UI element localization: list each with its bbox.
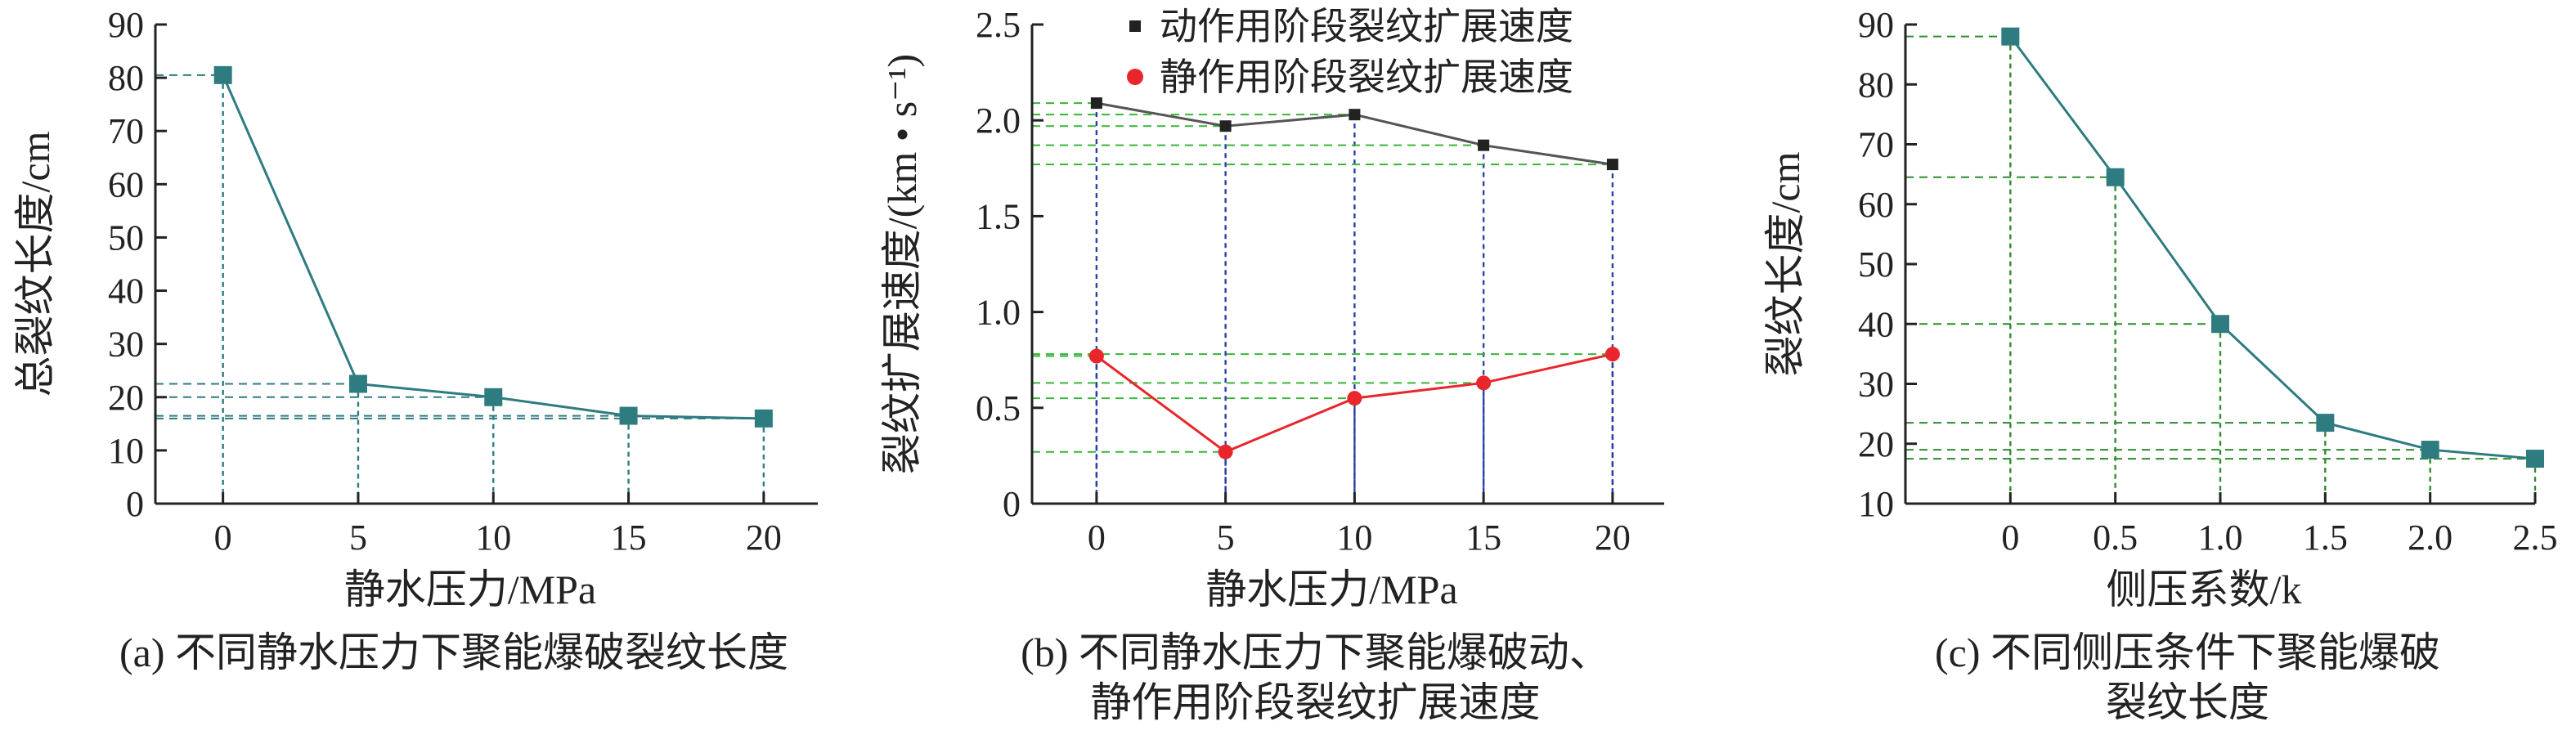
y-tick-label: 70 xyxy=(108,111,144,151)
x-tick-label: 2.5 xyxy=(2513,518,2558,558)
legend-marker xyxy=(1127,69,1143,85)
chart-panel-1: 0 10 20 30 40 50 60 70 80 90 0 5 10 15 20 静水压力/MPa 总裂纹长度… xyxy=(12,5,818,675)
y-tick-label: 50 xyxy=(108,217,144,258)
data-point xyxy=(754,409,773,428)
y-axis-label: 裂纹扩展速度/(km • s⁻¹) xyxy=(879,54,925,474)
caption-line-1: (c) 不同侧压条件下聚能爆破 xyxy=(1935,630,2440,675)
caption-line-2: 裂纹长度 xyxy=(2106,679,2269,725)
y-tick-label: 40 xyxy=(1858,304,1894,344)
y-tick-label: 20 xyxy=(108,378,144,418)
data-point xyxy=(1347,391,1362,406)
legend-marker xyxy=(1129,20,1141,32)
x-tick-label: 15 xyxy=(611,518,647,558)
data-point xyxy=(1219,120,1232,132)
y-tick-label: 10 xyxy=(108,431,144,471)
data-point xyxy=(1088,348,1104,364)
legend-label: 静作用阶段裂纹扩展速度 xyxy=(1160,56,1573,98)
chart-panel-3: 10 20 30 40 50 60 70 80 90 0 0.5 1.0 1.5 2.0 2.5 侧压系数/k… xyxy=(1762,5,2558,725)
y-tick-label: 2.0 xyxy=(976,101,1021,141)
x-tick-label: 0 xyxy=(2001,518,2019,558)
x-tick-label: 10 xyxy=(1336,518,1372,558)
data-point xyxy=(1090,97,1102,110)
y-tick-label: 80 xyxy=(108,58,144,98)
data-point xyxy=(1349,109,1361,121)
data-point xyxy=(2526,450,2544,468)
caption-line-1: (a) 不同静水压力下聚能爆破裂纹长度 xyxy=(119,630,788,675)
y-tick-label: 60 xyxy=(1858,185,1894,225)
x-tick-label: 5 xyxy=(349,518,367,558)
y-tick-label: 90 xyxy=(1858,5,1894,45)
x-tick-label: 20 xyxy=(746,518,782,558)
data-point xyxy=(1476,375,1492,391)
x-tick-label: 1.5 xyxy=(2303,518,2348,558)
x-axis-label: 静水压力/MPa xyxy=(1205,567,1457,612)
data-point xyxy=(1478,139,1490,151)
data-point xyxy=(619,406,638,425)
y-tick-label: 40 xyxy=(108,271,144,311)
data-point xyxy=(348,374,367,393)
x-tick-label: 0 xyxy=(1088,518,1106,558)
series-line-1 xyxy=(222,74,764,420)
y-tick-label: 50 xyxy=(1858,244,1894,285)
y-tick-label: 70 xyxy=(1858,125,1894,165)
y-axis-label: 裂纹长度/cm xyxy=(1762,151,1808,376)
y-tick-label: 90 xyxy=(108,5,144,45)
x-tick-label: 0.5 xyxy=(2093,518,2138,558)
data-point xyxy=(1606,159,1618,171)
x-axis-label: 静水压力/MPa xyxy=(344,567,596,612)
x-tick-label: 5 xyxy=(1217,518,1235,558)
caption-line-1: (b) 不同静水压力下聚能爆破动、 xyxy=(1021,630,1610,675)
x-tick-label: 15 xyxy=(1465,518,1501,558)
x-tick-label: 1.0 xyxy=(2198,518,2243,558)
y-tick-label: 30 xyxy=(1858,365,1894,405)
data-point xyxy=(2316,414,2335,432)
y-tick-label: 0 xyxy=(126,484,144,524)
y-tick-label: 60 xyxy=(108,164,144,204)
data-point xyxy=(1218,444,1233,459)
caption-line-2: 静作用阶段裂纹扩展速度 xyxy=(1091,679,1541,725)
y-tick-label: 1.0 xyxy=(976,293,1021,333)
data-point xyxy=(2211,315,2229,334)
x-tick-label: 0 xyxy=(214,518,232,558)
data-point xyxy=(484,388,503,406)
x-tick-label: 20 xyxy=(1595,518,1631,558)
y-axis-label: 总裂纹长度/cm xyxy=(12,131,58,397)
y-tick-label: 1.5 xyxy=(976,196,1021,236)
y-tick-label: 0 xyxy=(1003,484,1021,524)
series-line-1 xyxy=(2009,35,2536,460)
data-point xyxy=(1604,347,1620,362)
x-axis-label: 侧压系数/k xyxy=(2107,567,2302,612)
data-point xyxy=(213,65,232,84)
y-tick-label: 0.5 xyxy=(976,388,1021,428)
x-tick-label: 2.0 xyxy=(2408,518,2453,558)
y-tick-label: 80 xyxy=(1858,65,1894,105)
data-point xyxy=(2421,441,2439,459)
y-tick-label: 30 xyxy=(108,325,144,365)
y-tick-label: 10 xyxy=(1858,484,1894,524)
data-point xyxy=(2106,168,2125,186)
y-tick-label: 2.5 xyxy=(976,5,1021,45)
x-tick-label: 10 xyxy=(475,518,511,558)
legend-label: 动作用阶段裂纹扩展速度 xyxy=(1160,6,1573,47)
y-tick-label: 20 xyxy=(1858,424,1894,464)
chart-panel-2: 00.51.01.52.02.50 5 10 15 20动作用阶段裂纹扩展速度静作用阶段… xyxy=(879,5,1664,725)
data-point xyxy=(2001,27,2020,46)
